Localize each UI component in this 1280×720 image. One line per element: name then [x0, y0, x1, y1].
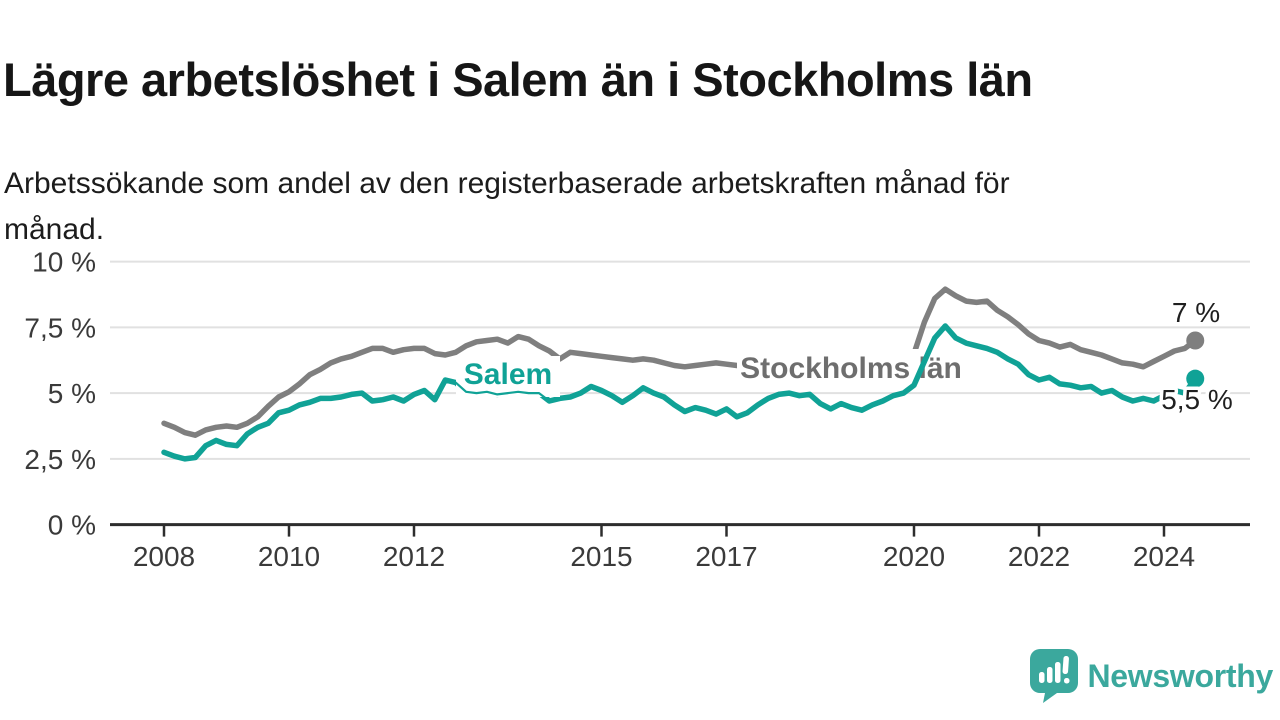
x-axis-labels: 2008 2010 2012 2015 2017 2020 2022 2024	[133, 541, 1195, 572]
x-tick-label: 2017	[695, 541, 757, 572]
bar-chart-glyph	[1038, 656, 1069, 684]
x-tick-label: 2010	[258, 541, 320, 572]
x-tick-label: 2008	[133, 541, 195, 572]
stockholm-end-value-label: 7 %	[1172, 297, 1220, 328]
salem-label-backdrop	[456, 356, 560, 397]
subtitle-line-2: månad.	[4, 212, 105, 246]
y-tick-label: 7,5 %	[24, 312, 96, 343]
stockholm-end-dot	[1186, 331, 1205, 350]
salem-end-value-label: 5,5 %	[1161, 384, 1233, 415]
speech-bubble-shape	[1029, 649, 1078, 703]
salem-series-label: Salem	[456, 356, 560, 397]
newsworthy-logo-text: Newsworthy	[1087, 657, 1274, 694]
x-axis	[110, 523, 1250, 537]
page-title: Lägre arbetslöshet i Salem än i Stockhol…	[3, 53, 1033, 107]
y-tick-label: 2,5 %	[24, 444, 96, 475]
y-tick-label: 10 %	[32, 247, 96, 278]
x-tick-label: 2024	[1133, 541, 1195, 572]
newsworthy-logo: Newsworthy	[1029, 648, 1274, 704]
newsworthy-logo-icon	[1029, 649, 1078, 703]
stockholm-series-label: Stockholms län	[737, 349, 965, 386]
stockholm-line	[161, 286, 1199, 438]
x-tick-label: 2015	[570, 541, 632, 572]
y-tick-label: 5 %	[48, 378, 96, 409]
x-tick-label: 2020	[883, 541, 945, 572]
y-tick-label: 0 %	[48, 510, 96, 541]
chart-subtitle: Arbetssökande som andel av den registerb…	[4, 161, 1234, 253]
x-tick-label: 2012	[383, 541, 445, 572]
x-tick-label: 2022	[1008, 541, 1070, 572]
gridlines	[110, 260, 1250, 460]
salem-line-thin-segment	[454, 381, 561, 403]
salem-line	[161, 323, 1199, 462]
y-axis-labels: 10 % 7,5 % 5 % 2,5 % 0 %	[24, 247, 96, 541]
subtitle-line-1: Arbetssökande som andel av den registerb…	[4, 167, 1010, 200]
salem-end-dot	[1186, 369, 1205, 388]
salem-label: Salem	[464, 358, 552, 391]
